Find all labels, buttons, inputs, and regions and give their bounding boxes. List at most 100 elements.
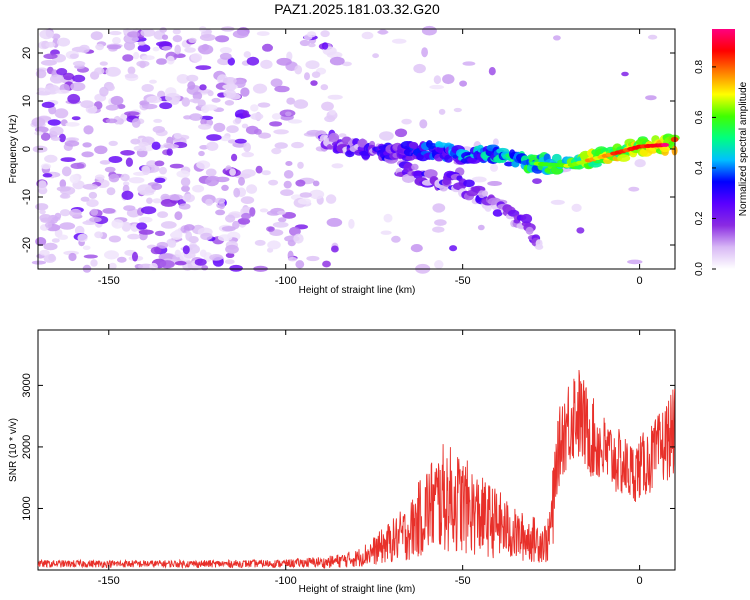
y-tick-label: 20 — [21, 47, 33, 59]
noise-blob — [176, 74, 190, 84]
noise-blob — [645, 95, 657, 101]
noise-blob — [267, 240, 281, 250]
noise-blob — [227, 57, 235, 66]
noise-blob — [488, 67, 496, 76]
noise-blob — [273, 129, 289, 135]
x-tick-label: -50 — [455, 575, 471, 587]
noise-blob — [322, 42, 329, 50]
noise-blob — [153, 118, 163, 123]
noise-blob — [223, 89, 237, 99]
noise-blob — [199, 84, 207, 91]
noise-blob — [40, 163, 52, 170]
noise-blob — [86, 199, 99, 208]
noise-blob — [234, 117, 242, 124]
noise-blob — [308, 43, 316, 48]
noise-blob — [43, 242, 58, 251]
noise-blob — [271, 113, 282, 120]
noise-blob — [127, 31, 140, 38]
noise-blob — [160, 198, 177, 207]
noise-blob — [67, 93, 81, 104]
noise-blob — [172, 28, 181, 35]
noise-blob — [130, 138, 141, 145]
noise-blob — [123, 41, 136, 51]
noise-blob — [377, 30, 389, 35]
noise-blob — [141, 165, 151, 176]
noise-blob — [120, 150, 135, 156]
ridge-blob — [492, 209, 503, 217]
noise-blob — [328, 109, 336, 116]
noise-blob — [220, 135, 231, 142]
noise-blob — [242, 110, 250, 118]
noise-blob — [246, 184, 258, 194]
noise-blob — [174, 44, 181, 55]
noise-blob — [305, 60, 320, 70]
noise-blob — [124, 111, 140, 116]
noise-blob — [57, 234, 69, 240]
noise-blob — [205, 168, 217, 177]
noise-blob — [628, 186, 640, 192]
y-tick-label: -20 — [21, 237, 33, 253]
noise-blob — [110, 95, 124, 106]
noise-blob — [108, 140, 118, 146]
snr-frame — [37, 329, 676, 571]
noise-blob — [190, 53, 202, 63]
noise-blob — [283, 170, 294, 179]
noise-blob — [68, 252, 77, 262]
noise-blob — [272, 221, 289, 228]
noise-blob — [158, 253, 175, 261]
noise-blob — [222, 77, 237, 85]
x-tick-label: -150 — [98, 275, 120, 287]
noise-blob — [60, 209, 71, 217]
noise-blob — [309, 189, 325, 200]
colorbar-tick-label: 0.2 — [694, 211, 705, 225]
noise-blob — [232, 29, 249, 39]
noise-blob — [207, 90, 214, 97]
noise-blob — [348, 218, 355, 229]
noise-blob — [250, 113, 264, 120]
noise-blob — [122, 54, 134, 62]
noise-blob — [128, 177, 145, 184]
noise-blob — [146, 160, 158, 168]
noise-blob — [49, 74, 65, 84]
noise-blob — [138, 216, 153, 223]
ridge-blob — [617, 154, 631, 162]
noise-blob — [205, 198, 214, 206]
noise-blob — [94, 67, 105, 75]
noise-blob — [120, 173, 130, 182]
noise-blob — [410, 244, 423, 253]
noise-blob — [176, 170, 190, 178]
y-tick-label: 10 — [21, 95, 33, 107]
noise-blob — [249, 207, 256, 217]
snr-series-line — [37, 369, 676, 570]
noise-blob — [40, 132, 51, 141]
noise-blob — [137, 44, 151, 52]
noise-blob — [34, 131, 44, 136]
noise-blob — [166, 148, 173, 156]
noise-blob — [58, 133, 66, 143]
noise-blob — [106, 44, 122, 50]
noise-blob — [320, 30, 330, 38]
noise-blob — [219, 52, 232, 60]
noise-blob — [307, 31, 317, 38]
noise-blob — [43, 254, 57, 263]
noise-blob — [38, 180, 47, 191]
noise-blob — [256, 31, 270, 36]
noise-blob — [161, 34, 169, 40]
noise-blob — [156, 58, 167, 65]
noise-blob — [215, 209, 226, 216]
noise-blob — [43, 53, 58, 60]
noise-blob — [217, 234, 233, 242]
noise-blob — [78, 44, 90, 54]
noise-blob — [156, 241, 169, 249]
ridge-blob — [328, 132, 340, 143]
noise-blob — [246, 56, 260, 66]
noise-blob — [39, 249, 50, 256]
noise-blob — [576, 227, 585, 234]
noise-blob — [299, 39, 310, 47]
noise-blob — [311, 71, 321, 78]
noise-blob — [487, 181, 502, 186]
noise-blob — [108, 173, 120, 183]
noise-blob — [213, 122, 226, 133]
noise-blob — [123, 181, 130, 187]
noise-blob — [141, 84, 154, 92]
